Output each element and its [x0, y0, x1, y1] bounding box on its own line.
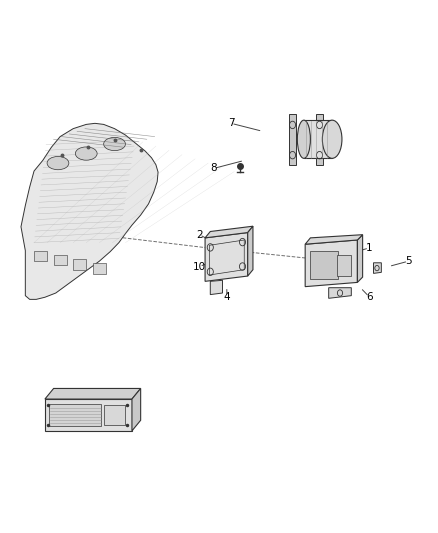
Text: 2: 2 [196, 230, 203, 240]
Bar [104, 406, 125, 424]
Polygon shape [73, 259, 86, 270]
Polygon shape [132, 389, 141, 431]
Text: 6: 6 [366, 292, 372, 302]
Bar [336, 255, 350, 276]
Polygon shape [374, 263, 381, 273]
Ellipse shape [297, 120, 311, 158]
Bar [310, 251, 338, 279]
Text: 4: 4 [223, 292, 230, 302]
Polygon shape [305, 240, 357, 287]
Text: 3: 3 [245, 230, 252, 240]
Polygon shape [34, 251, 47, 261]
Polygon shape [45, 389, 141, 399]
Polygon shape [248, 226, 253, 276]
Polygon shape [205, 226, 253, 238]
Polygon shape [328, 288, 351, 298]
Polygon shape [53, 255, 67, 265]
Polygon shape [21, 123, 158, 300]
Polygon shape [210, 280, 223, 295]
Text: 5: 5 [405, 256, 412, 266]
Bar [49, 405, 102, 425]
Polygon shape [93, 263, 106, 274]
Ellipse shape [104, 138, 125, 151]
Polygon shape [289, 114, 297, 165]
Polygon shape [316, 114, 323, 165]
Polygon shape [357, 235, 363, 282]
Ellipse shape [75, 147, 97, 160]
Polygon shape [304, 120, 332, 158]
Polygon shape [205, 232, 248, 281]
Text: 9: 9 [83, 400, 89, 410]
Text: 1: 1 [366, 243, 372, 253]
Polygon shape [45, 399, 132, 431]
Text: 10: 10 [193, 262, 206, 271]
Text: 8: 8 [211, 164, 217, 173]
Text: 7: 7 [228, 118, 234, 128]
Ellipse shape [322, 120, 342, 158]
Polygon shape [305, 235, 363, 244]
Ellipse shape [47, 157, 69, 169]
